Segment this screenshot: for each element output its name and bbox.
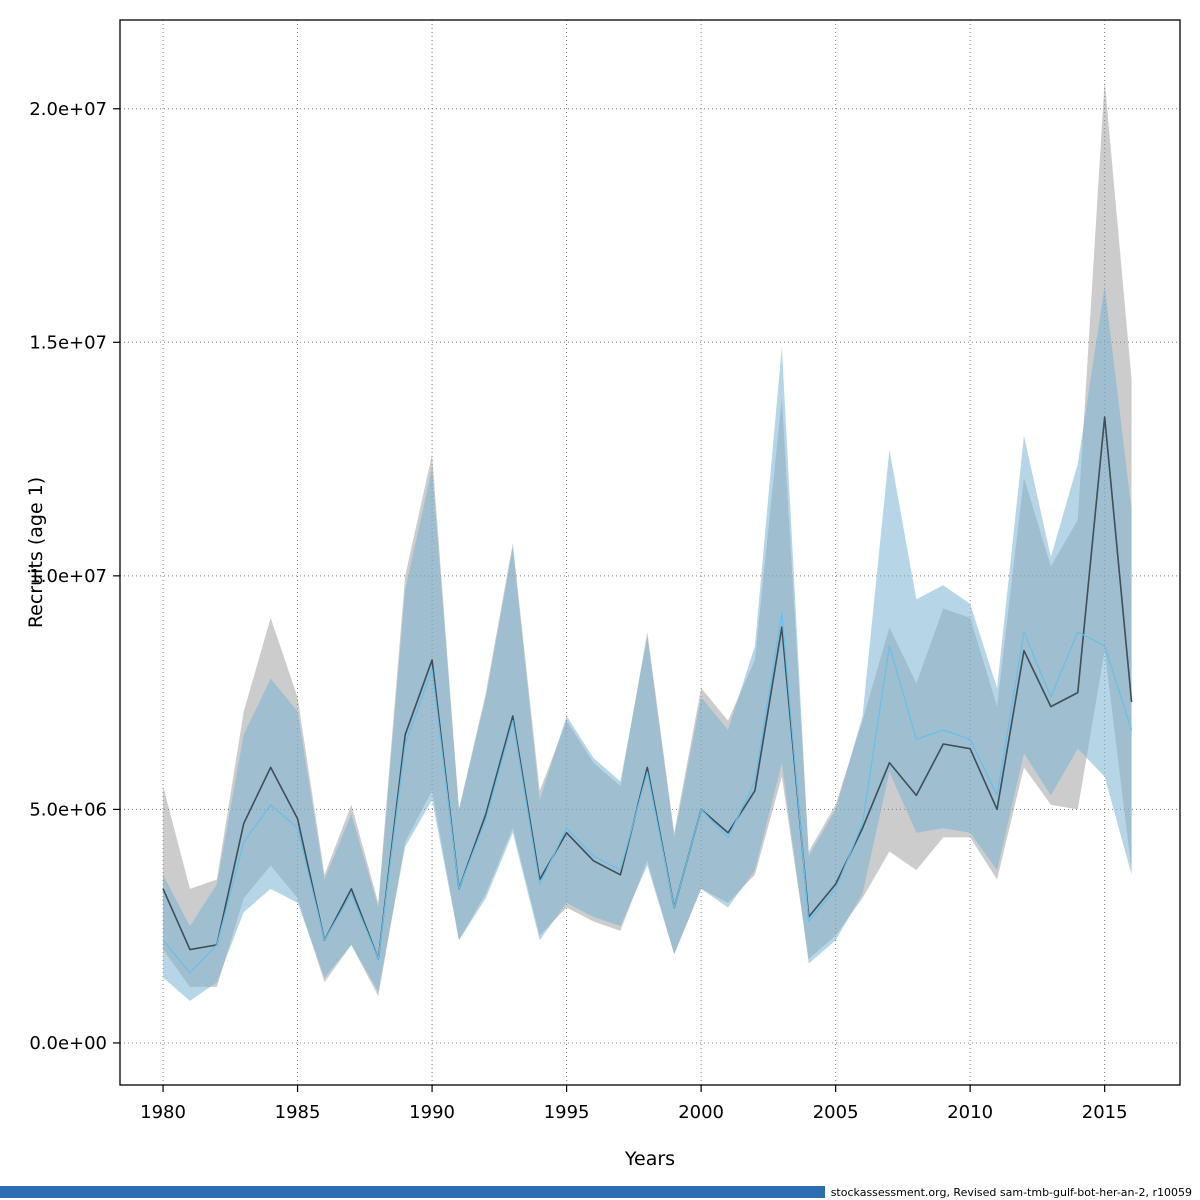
y-tick-label: 5.0e+06 xyxy=(29,799,107,820)
x-tick-label: 2005 xyxy=(813,1102,859,1123)
y-tick-label: 1.0e+07 xyxy=(29,566,107,587)
x-tick-label: 1980 xyxy=(140,1102,186,1123)
x-tick-label: 1985 xyxy=(275,1102,321,1123)
plot-border xyxy=(119,19,1181,1086)
y-tick-label: 2.0e+07 xyxy=(29,99,107,120)
x-tick-label: 1995 xyxy=(544,1102,590,1123)
x-tick-label: 1990 xyxy=(409,1102,455,1123)
x-axis-title: Years xyxy=(624,1148,675,1170)
y-axis-title: Recruits (age 1) xyxy=(25,477,47,628)
footer-color-bar xyxy=(0,1186,825,1198)
x-tick-label: 2015 xyxy=(1082,1102,1128,1123)
base-run-blue-confidence-band xyxy=(163,286,1132,1001)
x-tick-label: 2010 xyxy=(947,1102,993,1123)
base-run-blue-line xyxy=(162,612,1133,974)
y-tick-label: 0.0e+00 xyxy=(29,1033,107,1054)
footer-credit-text: stockassessment.org, Revised sam-tmb-gul… xyxy=(830,1185,1192,1199)
plot-footer: stockassessment.org, Revised sam-tmb-gul… xyxy=(0,1185,1200,1200)
x-tick-label: 2000 xyxy=(678,1102,724,1123)
y-tick-label: 1.5e+07 xyxy=(29,332,107,353)
